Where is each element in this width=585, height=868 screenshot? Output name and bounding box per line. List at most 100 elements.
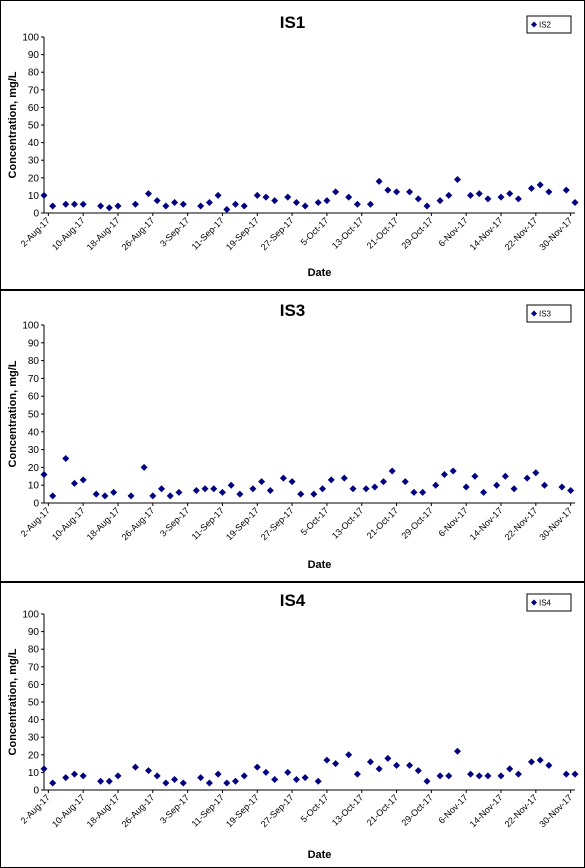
data-point — [536, 181, 544, 189]
data-point — [149, 492, 157, 500]
y-tick-label: 80 — [28, 356, 40, 367]
data-point — [467, 770, 475, 778]
y-tick-label: 0 — [33, 499, 39, 510]
y-tick-label: 20 — [28, 750, 40, 761]
data-point — [445, 772, 453, 780]
chart-title: IS3 — [280, 301, 306, 320]
data-point — [79, 200, 87, 208]
data-point — [114, 202, 122, 210]
x-axis-title: Date — [308, 849, 332, 861]
data-point — [223, 779, 231, 787]
data-point — [362, 485, 370, 493]
data-point — [410, 488, 418, 496]
data-point — [40, 191, 48, 199]
data-point — [214, 770, 222, 778]
y-tick-label: 50 — [28, 698, 40, 709]
data-series — [40, 747, 579, 787]
data-point — [240, 202, 248, 210]
y-tick-label: 60 — [28, 103, 40, 114]
data-point — [258, 478, 266, 486]
x-axis-title: Date — [308, 267, 332, 279]
data-point — [70, 770, 78, 778]
data-point — [192, 487, 200, 495]
data-point — [40, 765, 48, 773]
data-point — [532, 469, 540, 477]
data-point — [140, 463, 148, 471]
data-point — [171, 198, 179, 206]
data-point — [571, 770, 579, 778]
data-point — [571, 198, 579, 206]
data-point — [236, 490, 244, 498]
data-series — [40, 455, 575, 500]
data-point — [497, 193, 505, 201]
data-point — [131, 200, 139, 208]
chart-frame — [0, 0, 585, 290]
data-point — [162, 779, 170, 787]
legend-box — [526, 15, 572, 34]
data-point — [388, 467, 396, 475]
chart-legend: IS4 — [526, 593, 572, 612]
chart-panel-is4: IS4 IS401020304050607080901002-Aug-1710-A… — [0, 582, 585, 868]
data-point — [536, 756, 544, 764]
y-tick-label: 70 — [28, 85, 40, 96]
data-point — [314, 777, 322, 785]
data-point — [292, 198, 300, 206]
chart-frame — [0, 582, 585, 868]
data-point — [514, 770, 522, 778]
data-point — [92, 490, 100, 498]
data-point — [162, 202, 170, 210]
data-point — [114, 772, 122, 780]
data-point — [353, 200, 361, 208]
chart-title: IS1 — [280, 13, 306, 32]
data-point — [40, 471, 48, 479]
data-point — [462, 483, 470, 491]
data-series — [40, 176, 579, 213]
data-point — [506, 190, 514, 198]
data-point — [480, 488, 488, 496]
data-point — [284, 768, 292, 776]
data-point — [375, 177, 383, 185]
data-point — [353, 770, 361, 778]
data-point — [214, 191, 222, 199]
data-point — [101, 492, 109, 500]
chart-legend: IS2 — [526, 15, 572, 34]
data-point — [414, 195, 422, 203]
data-point — [205, 198, 213, 206]
data-point — [527, 184, 535, 192]
data-point — [406, 761, 414, 769]
data-point — [493, 481, 501, 489]
y-tick-label: 0 — [33, 786, 39, 797]
data-point — [175, 488, 183, 496]
chart-panel-is1: IS1 IS201020304050607080901002-Aug-1710-A… — [0, 0, 585, 290]
data-point — [527, 758, 535, 766]
data-point — [70, 479, 78, 487]
data-point — [393, 188, 401, 196]
data-point — [423, 202, 431, 210]
data-point — [384, 186, 392, 194]
data-point — [79, 772, 87, 780]
data-point — [467, 191, 475, 199]
data-point — [475, 190, 483, 198]
y-tick-label: 70 — [28, 662, 40, 673]
chart-title: IS4 — [280, 591, 306, 610]
y-tick-label: 40 — [28, 715, 40, 726]
data-point — [127, 492, 135, 500]
y-axis-title: Concentration, mg/L — [7, 71, 19, 178]
data-point — [506, 765, 514, 773]
data-point — [501, 472, 509, 480]
data-point — [253, 763, 261, 771]
data-point — [484, 195, 492, 203]
data-point — [545, 188, 553, 196]
y-tick-label: 10 — [28, 768, 40, 779]
data-point — [271, 775, 279, 783]
data-point — [301, 202, 309, 210]
data-point — [262, 768, 270, 776]
data-point — [401, 478, 409, 486]
data-point — [110, 488, 118, 496]
y-tick-label: 40 — [28, 427, 40, 438]
legend-label: IS2 — [539, 21, 552, 30]
y-tick-label: 100 — [22, 610, 39, 621]
data-point — [62, 774, 70, 782]
data-point — [266, 487, 274, 495]
data-point — [332, 760, 340, 768]
